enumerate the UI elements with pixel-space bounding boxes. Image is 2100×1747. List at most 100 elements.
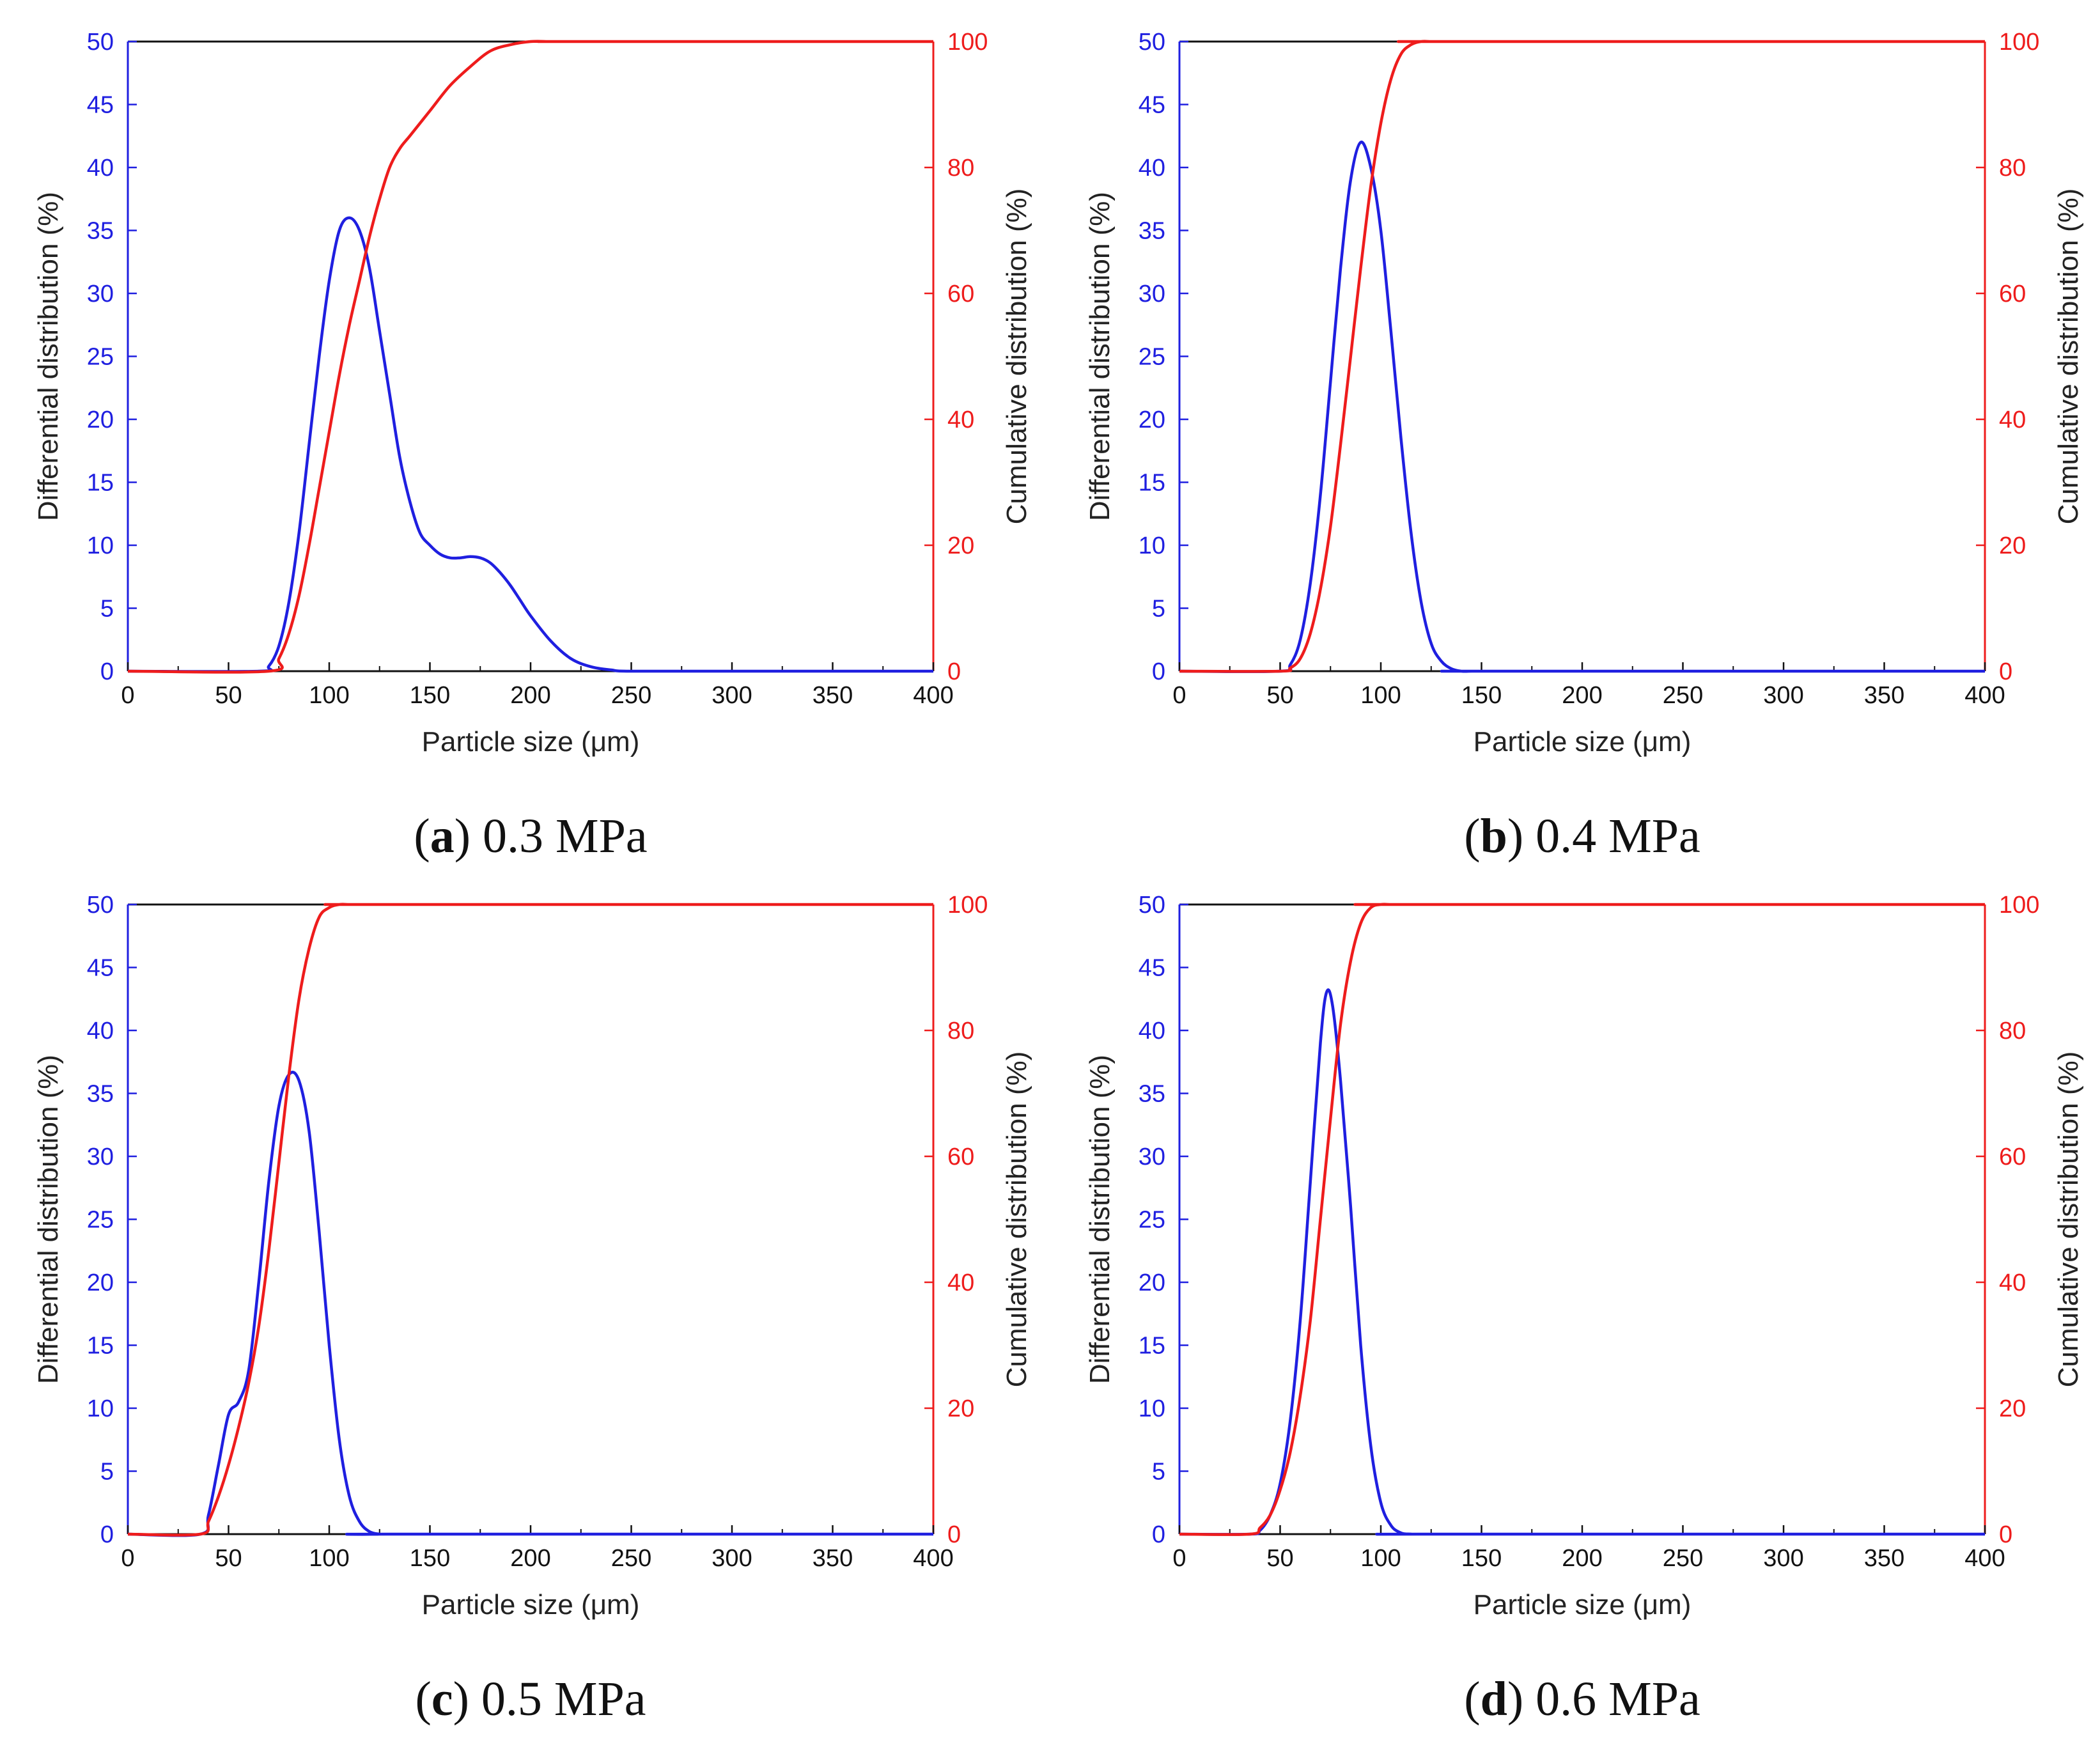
x-tick-label: 200: [1562, 1545, 1602, 1572]
differential-distribution-line: [127, 216, 933, 673]
right-y-tick-label: 60: [1999, 1144, 2026, 1170]
x-tick-label: 400: [1964, 1545, 2005, 1572]
right-y-tick-label: 40: [947, 407, 974, 433]
chart-b-svg: 0 50 100 150 200 250 300 350 4000510152025303540…: [1084, 29, 2084, 757]
x-axis-label: Particle size (μm): [1474, 726, 1692, 757]
x-tick-label: 100: [309, 1545, 349, 1572]
cumulative-distribution-line: [1179, 903, 1985, 1536]
left-y-tick-label: 35: [1139, 218, 1165, 245]
x-axis-label: Particle size (μm): [422, 1589, 640, 1620]
right-y-tick-label: 20: [1999, 532, 2026, 559]
left-y-tick-label: 30: [87, 281, 114, 307]
left-y-tick-label: 20: [87, 407, 114, 433]
chart-panel-b: 0 50 100 150 200 250 300 350 400 0 5 10 15 20 25 30 35 40…: [1064, 13, 2100, 869]
left-y-tick-label: 25: [1139, 1207, 1165, 1234]
x-tick-label: 250: [611, 682, 651, 709]
right-y-tick-label: 100: [947, 29, 988, 56]
x-axis-label: Particle size (μm): [1474, 1589, 1692, 1620]
x-tick-label: 0: [1172, 682, 1186, 709]
left-y-tick-label: 15: [87, 1333, 114, 1360]
x-tick-label: 300: [712, 682, 752, 709]
x-tick-label: 200: [510, 1545, 550, 1572]
x-tick-label: 100: [309, 682, 349, 709]
right-y-tick-label: 60: [1999, 281, 2026, 307]
caption-d-text: 0.6 MPa: [1536, 1672, 1700, 1726]
chart-a-svg: 0 50 100 150 200 250 300 350 4000510152025303540…: [33, 29, 1032, 757]
chart-panel-c: 0 50 100 150 200 250 300 350 400 0 5 10 15 20 25 30 35 40…: [13, 876, 1048, 1732]
x-axis-label: Particle size (μm): [422, 726, 640, 757]
right-y-axis-label: Cumulative distribution (%): [2053, 1052, 2084, 1388]
left-y-axis-label: Differential distribution (%): [33, 1055, 64, 1384]
differential-distribution-line: [1179, 988, 1985, 1536]
left-y-tick-label: 30: [1139, 281, 1165, 307]
x-tick-label: 300: [1763, 1545, 1803, 1572]
right-y-tick-label: 80: [947, 1018, 974, 1044]
x-tick-label: 100: [1360, 682, 1401, 709]
left-y-tick-label: 40: [87, 155, 114, 182]
x-tick-label: 350: [1864, 1545, 1904, 1572]
cumulative-distribution-line: [127, 903, 933, 1537]
caption-a: (a) 0.3 MPa: [414, 809, 648, 863]
caption-b: (b) 0.4 MPa: [1464, 809, 1700, 863]
left-y-tick-label: 10: [87, 532, 114, 559]
left-y-tick-label: 0: [1152, 1521, 1165, 1548]
chart-panel-a: 0 50 100 150 200 250 300 350 400 0 5 10 15 20 25 30 35 40…: [13, 13, 1048, 869]
left-y-tick-label: 5: [100, 1459, 114, 1486]
left-y-tick-label: 35: [87, 1081, 114, 1108]
chart-c-svg: 0 50 100 150 200 250 300 350 4000510152025303540…: [33, 892, 1032, 1620]
right-y-tick-label: 80: [1999, 1018, 2026, 1044]
caption-c-letter: c: [431, 1672, 453, 1726]
left-y-tick-label: 25: [87, 344, 114, 371]
right-y-axis-label: Cumulative distribution (%): [1001, 189, 1032, 525]
right-y-tick-label: 60: [947, 281, 974, 307]
x-tick-label: 400: [913, 1545, 953, 1572]
caption-d: (d) 0.6 MPa: [1464, 1672, 1700, 1726]
right-y-tick-label: 80: [1999, 155, 2026, 182]
left-y-tick-label: 45: [87, 92, 114, 119]
x-tick-label: 50: [215, 682, 242, 709]
x-tick-label: 150: [1461, 1545, 1502, 1572]
cumulative-distribution-line: [1179, 40, 1985, 673]
left-y-tick-label: 20: [1139, 1269, 1165, 1296]
right-y-tick-label: 100: [1999, 892, 2039, 919]
left-y-tick-label: 45: [1139, 92, 1165, 119]
left-y-axis-label: Differential distribution (%): [33, 192, 64, 521]
x-tick-label: 300: [1763, 682, 1803, 709]
x-tick-label: 0: [1172, 1545, 1186, 1572]
cumulative-distribution-line: [127, 40, 933, 674]
right-y-tick-label: 0: [1999, 1521, 2012, 1548]
left-y-tick-label: 40: [87, 1018, 114, 1044]
left-y-tick-label: 25: [1139, 344, 1165, 371]
x-tick-label: 350: [1864, 682, 1904, 709]
right-y-tick-label: 20: [947, 1395, 974, 1422]
left-y-tick-label: 45: [87, 955, 114, 982]
x-tick-label: 150: [410, 682, 450, 709]
x-tick-label: 250: [611, 1545, 651, 1572]
x-tick-label: 50: [215, 1545, 242, 1572]
left-y-tick-label: 35: [87, 218, 114, 245]
caption-c: (c) 0.5 MPa: [415, 1672, 646, 1726]
left-y-tick-label: 50: [87, 892, 114, 919]
right-y-tick-label: 0: [947, 1521, 961, 1548]
x-tick-label: 400: [913, 682, 953, 709]
left-y-axis-label: Differential distribution (%): [1084, 192, 1116, 521]
differential-distribution-line: [1179, 141, 1985, 673]
left-y-tick-label: 0: [100, 658, 114, 685]
left-y-tick-label: 0: [1152, 658, 1165, 685]
caption-a-text: 0.3 MPa: [483, 809, 648, 863]
left-y-tick-label: 20: [87, 1269, 114, 1296]
left-y-tick-label: 10: [1139, 1395, 1165, 1422]
caption-b-letter: b: [1480, 809, 1507, 863]
caption-d-letter: d: [1480, 1672, 1507, 1726]
left-y-tick-label: 45: [1139, 955, 1165, 982]
x-tick-label: 200: [510, 682, 550, 709]
right-y-tick-label: 0: [1999, 658, 2012, 685]
left-y-axis-label: Differential distribution (%): [1084, 1055, 1116, 1384]
right-y-tick-label: 60: [947, 1144, 974, 1170]
right-y-tick-label: 40: [947, 1269, 974, 1296]
left-y-tick-label: 10: [87, 1395, 114, 1422]
left-y-tick-label: 50: [87, 29, 114, 56]
right-y-tick-label: 100: [947, 892, 988, 919]
left-y-tick-label: 5: [1152, 1459, 1165, 1486]
right-y-tick-label: 40: [1999, 1269, 2026, 1296]
